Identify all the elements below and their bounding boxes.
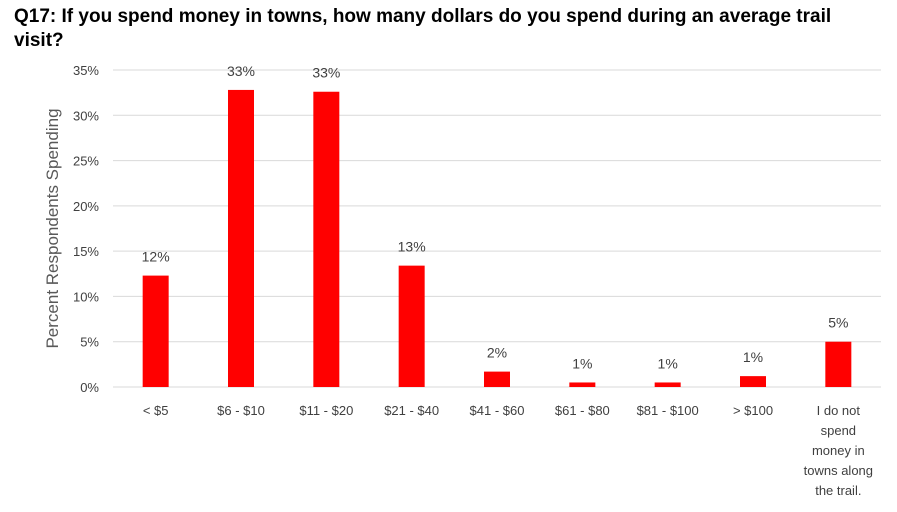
data-label: 5% bbox=[828, 315, 848, 331]
y-tick-label: 15% bbox=[73, 244, 99, 259]
x-tick-label: $61 - $80 bbox=[555, 403, 610, 418]
x-tick-label: I do not bbox=[817, 403, 861, 418]
data-label: 1% bbox=[658, 355, 678, 371]
x-tick-label: $11 - $20 bbox=[299, 403, 353, 418]
bar-4 bbox=[398, 265, 425, 387]
y-tick-label: 20% bbox=[73, 199, 99, 214]
bar-9 bbox=[825, 341, 852, 387]
x-tick-label: < $5 bbox=[143, 403, 169, 418]
data-label: 33% bbox=[312, 65, 340, 81]
y-tick-label: 0% bbox=[80, 380, 99, 395]
x-tick-label: the trail. bbox=[815, 483, 861, 498]
y-tick-label: 35% bbox=[73, 63, 99, 78]
bar-1 bbox=[142, 275, 169, 387]
chart-title: Q17: If you spend money in towns, how ma… bbox=[14, 6, 832, 51]
x-tick-label: > $100 bbox=[733, 403, 773, 418]
x-tick-label: spend bbox=[821, 423, 856, 438]
data-label: 2% bbox=[487, 345, 507, 361]
x-tick-label: $6 - $10 bbox=[217, 403, 265, 418]
y-tick-label: 5% bbox=[80, 335, 99, 350]
bar-8 bbox=[740, 376, 766, 387]
y-tick-label: 30% bbox=[73, 108, 99, 123]
x-tick-label: $41 - $60 bbox=[470, 403, 525, 418]
x-tick-label: $81 - $100 bbox=[637, 403, 699, 418]
bar-2 bbox=[228, 89, 254, 387]
bar-3 bbox=[313, 91, 340, 387]
data-label: 1% bbox=[572, 355, 592, 371]
bar-7 bbox=[654, 382, 681, 387]
y-tick-label: 10% bbox=[73, 289, 99, 304]
bar-6 bbox=[569, 382, 596, 387]
x-tick-label: money in bbox=[812, 443, 865, 458]
data-label: 12% bbox=[142, 249, 170, 265]
data-label: 33% bbox=[227, 63, 255, 79]
data-label: 1% bbox=[743, 349, 763, 365]
x-tick-label: $21 - $40 bbox=[384, 403, 439, 418]
x-tick-label: towns along bbox=[804, 463, 873, 478]
bar-5 bbox=[484, 371, 510, 387]
data-label: 13% bbox=[398, 239, 426, 255]
y-axis-title: Percent Respondents Spending bbox=[43, 108, 62, 348]
y-tick-label: 25% bbox=[73, 154, 99, 169]
